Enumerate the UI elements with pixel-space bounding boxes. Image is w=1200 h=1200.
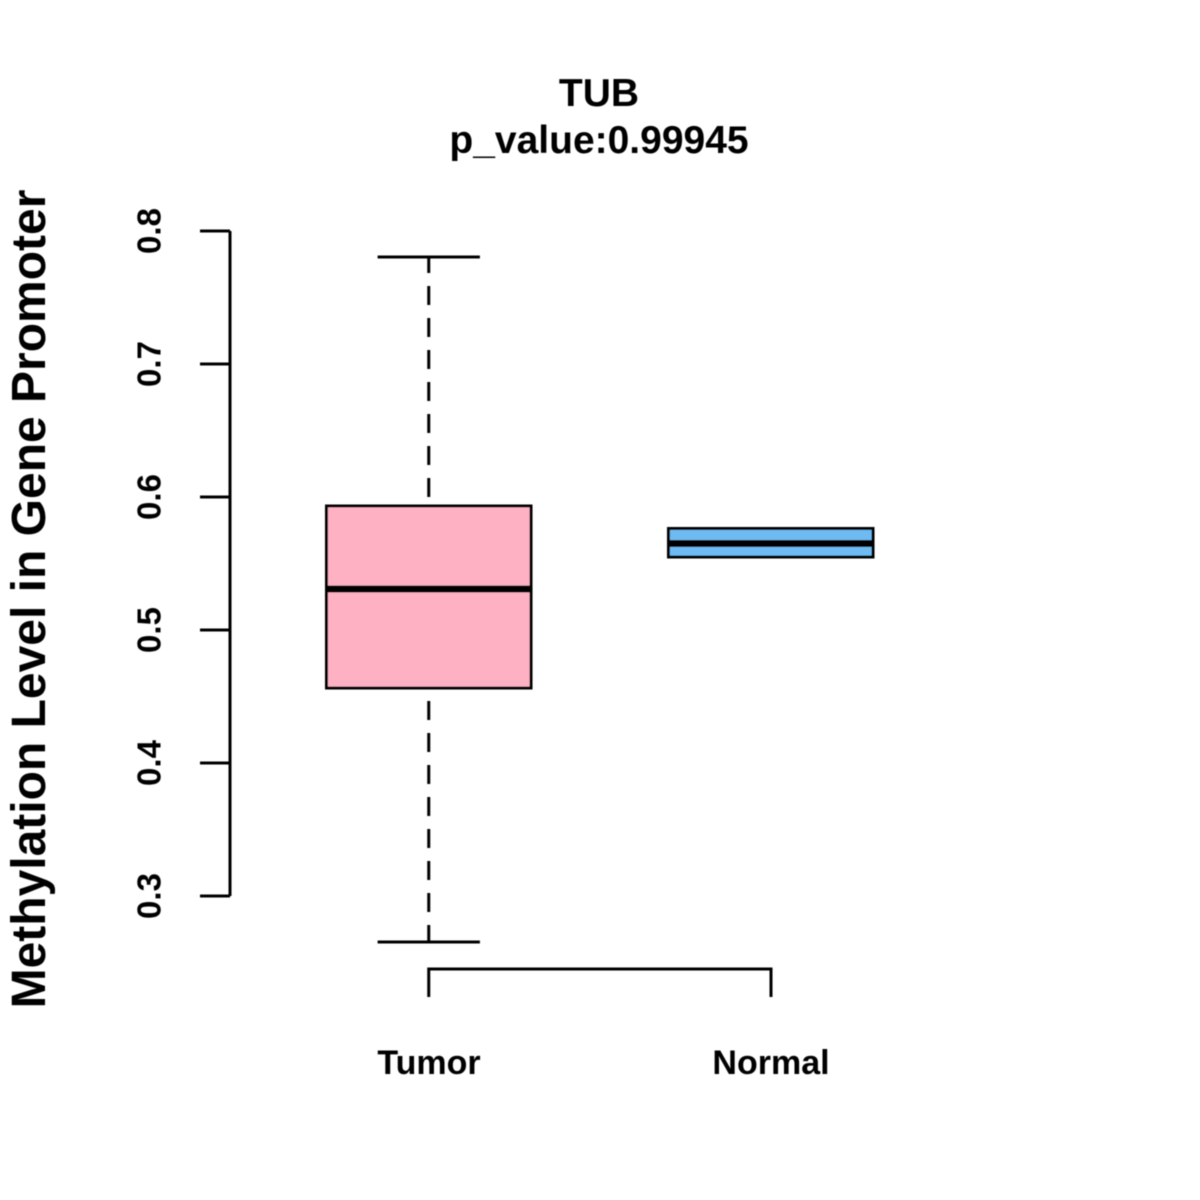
svg-text:Tumor: Tumor — [377, 1044, 480, 1082]
svg-text:Methylation Level in Gene Prom: Methylation Level in Gene Promoter — [3, 190, 56, 1009]
svg-text:0.7: 0.7 — [131, 341, 168, 387]
svg-text:0.5: 0.5 — [131, 607, 168, 653]
svg-text:TUB: TUB — [559, 72, 639, 115]
svg-text:Normal: Normal — [712, 1044, 829, 1082]
svg-text:0.8: 0.8 — [131, 208, 168, 254]
svg-text:0.4: 0.4 — [131, 739, 168, 786]
svg-text:0.3: 0.3 — [131, 873, 168, 919]
svg-text:p_value:0.99945: p_value:0.99945 — [449, 119, 748, 162]
svg-text:0.6: 0.6 — [131, 474, 168, 520]
